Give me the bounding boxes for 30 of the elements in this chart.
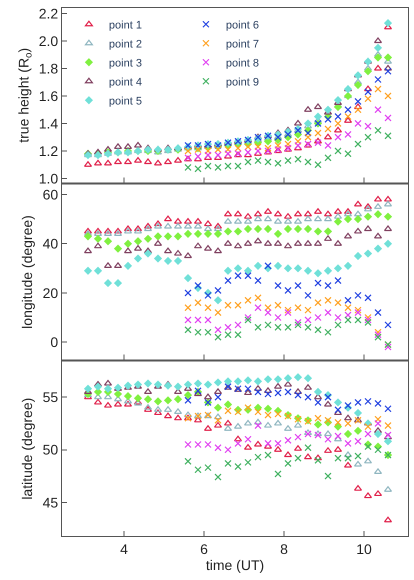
x-tick-label: 6 — [200, 540, 208, 557]
legend-label: point 3 — [108, 58, 142, 70]
y-tick-label: 1.6 — [38, 88, 58, 104]
y-tick-label: 1.2 — [38, 142, 58, 159]
x-tick-label: 4 — [120, 540, 128, 557]
x-axis-title: time (UT) — [206, 557, 264, 574]
legend-label: point 7 — [226, 38, 259, 51]
y-tick-label: 2.2 — [38, 5, 58, 22]
legend-label: point 5 — [108, 96, 142, 108]
y-tick-label: 1.8 — [38, 60, 58, 76]
legend-label: point 9 — [226, 76, 259, 89]
y-tick-label: 50 — [42, 442, 58, 458]
x-tick-label: 8 — [280, 540, 288, 557]
y-tick-label: 2.0 — [38, 32, 58, 49]
legend-label: point 2 — [108, 38, 142, 51]
y-tick-label: 0 — [50, 334, 58, 350]
y-tick-label: 55 — [42, 389, 58, 406]
y-tick-label: 40 — [42, 236, 58, 252]
y-axis-title: latitude (degree) — [19, 398, 36, 500]
legend-label: point 1 — [108, 20, 142, 32]
x-tick-label: 10 — [356, 540, 372, 557]
y-axis-title: longitude (degree) — [19, 215, 36, 329]
y-tick-label: 60 — [42, 186, 58, 202]
y-tick-label: 20 — [42, 284, 58, 301]
legend-label: point 8 — [226, 58, 259, 70]
legend-label: point 4 — [108, 76, 142, 89]
legend-label: point 6 — [226, 20, 259, 32]
y-tick-label: 45 — [42, 494, 58, 510]
y-tick-label: 1.0 — [38, 170, 58, 186]
y-tick-label: 1.4 — [38, 115, 58, 132]
